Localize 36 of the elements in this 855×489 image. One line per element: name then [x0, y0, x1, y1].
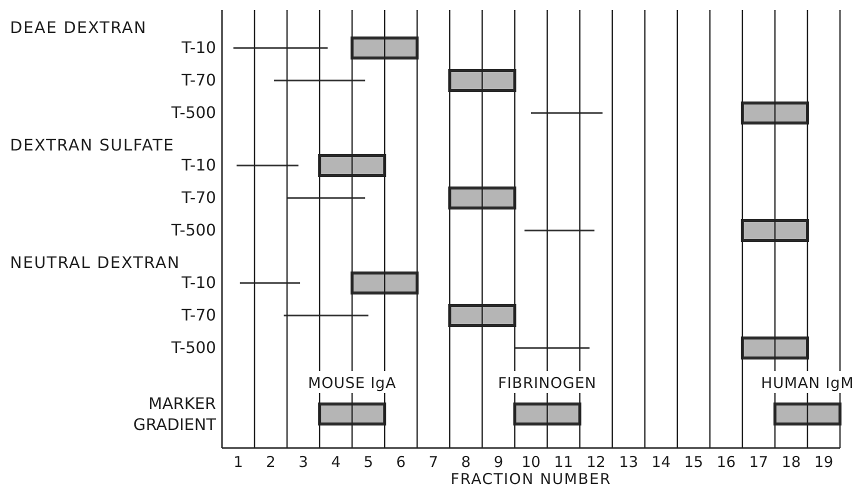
x-tick-label: 16 [716, 453, 736, 471]
x-axis-title: FRACTION NUMBER [450, 470, 612, 488]
y-tick-label: T-70 [180, 70, 216, 90]
x-tick-label: 3 [298, 453, 308, 471]
y-tick-label: T-10 [180, 38, 216, 57]
x-tick-label: 12 [586, 453, 606, 471]
x-tick-label: 1 [233, 453, 244, 471]
y-tick-label: T-70 [180, 188, 216, 207]
x-tick-label: 17 [749, 453, 768, 471]
y-tick-label: T-10 [180, 273, 216, 292]
x-tick-label: 2 [266, 453, 276, 471]
text: DEAE DEXTRAN [10, 18, 147, 37]
x-tick-label: 7 [428, 453, 438, 471]
x-tick-label: 9 [494, 453, 504, 471]
x-tick-label: 14 [652, 453, 671, 471]
y-tick-label: T-500 [170, 103, 216, 122]
text: DEXTRAN SULFATE [10, 136, 174, 154]
y-tick-label: T-10 [180, 156, 216, 174]
x-tick-label: 6 [396, 453, 406, 471]
y-tick-label: T-500 [170, 338, 216, 357]
x-tick-label: 8 [461, 453, 471, 471]
x-tick-label: 5 [364, 453, 374, 471]
series-label: MOUSE IgA [308, 374, 396, 392]
y-tick-label: T-70 [180, 306, 216, 324]
y-tick-label: MARKER GRADIENT [133, 394, 216, 434]
series-label: FIBRINOGEN [498, 374, 597, 392]
x-tick-label: 15 [684, 453, 704, 471]
x-tick-label: 10 [521, 453, 541, 471]
series-label: HUMAN IgM [761, 374, 854, 392]
x-tick-label: 19 [814, 453, 834, 471]
x-tick-label: 11 [554, 453, 574, 471]
x-tick-label: 18 [782, 453, 801, 471]
x-tick-label: 13 [619, 453, 638, 471]
x-tick-label: 4 [331, 453, 341, 471]
y-tick-label: T-500 [170, 220, 216, 240]
text: NEUTRAL DEXTRAN [10, 253, 180, 272]
